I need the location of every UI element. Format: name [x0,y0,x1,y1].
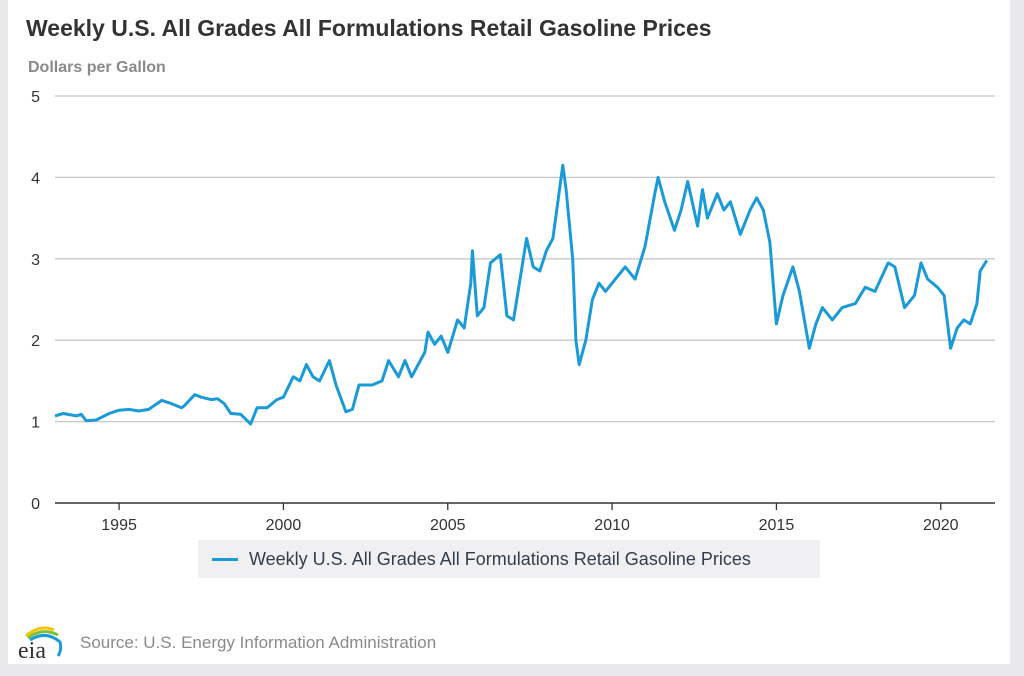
y-tick-label: 0 [31,496,40,513]
y-tick-label: 4 [31,170,40,187]
y-axis-label: Dollars per Gallon [28,59,166,76]
legend-label: Weekly U.S. All Grades All Formulations … [249,548,751,569]
eia-logo: eia [18,626,63,662]
x-tick-label: 1995 [101,517,137,534]
series-line [54,163,989,426]
x-tick-label: 2000 [266,517,302,534]
chart-title: Weekly U.S. All Grades All Formulations … [26,15,712,41]
x-tick-label: 2010 [594,517,630,534]
x-tick-label: 2020 [923,517,959,534]
y-tick-label: 5 [31,89,40,106]
x-tick-label: 2005 [430,517,466,534]
y-tick-label: 3 [31,252,40,269]
x-tick-label: 2015 [759,517,795,534]
svg-text:eia: eia [18,638,46,662]
source-note: Source: U.S. Energy Information Administ… [80,633,437,652]
legend-swatch [212,557,238,561]
y-tick-label: 2 [31,333,40,350]
y-tick-label: 1 [31,415,40,432]
legend[interactable]: Weekly U.S. All Grades All Formulations … [198,540,820,578]
